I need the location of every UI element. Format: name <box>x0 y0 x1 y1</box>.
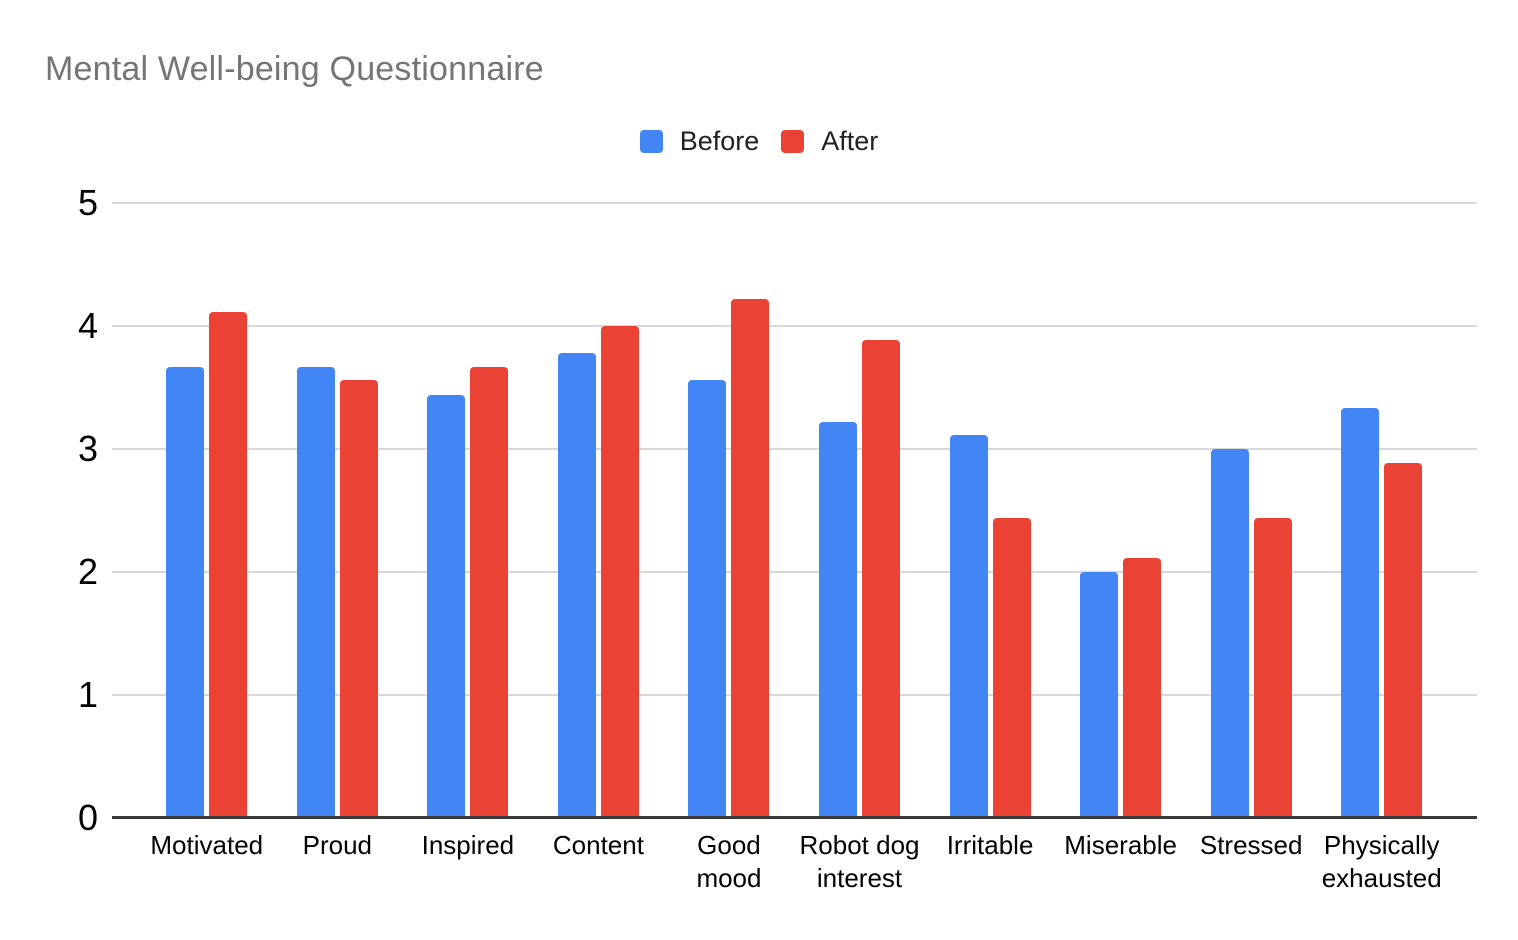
gridline-1 <box>112 694 1477 696</box>
y-tick-label-2: 2 <box>77 551 98 592</box>
y-tick-label-0: 0 <box>77 797 98 838</box>
bar-before-stressed[interactable] <box>1210 449 1249 818</box>
gridline-4 <box>112 325 1477 327</box>
y-tick-label-1: 1 <box>77 674 98 715</box>
bar-before-proud[interactable] <box>296 367 335 818</box>
bar-after-good-mood[interactable] <box>731 299 770 818</box>
x-tick-label-motivated: Motivated <box>150 830 264 860</box>
x-tick-label-physically-exhausted: Physically exhausted <box>1321 830 1442 893</box>
bar-group-content <box>533 326 664 818</box>
chart-title: Mental Well-being Questionnaire <box>45 50 544 88</box>
bar-after-irritable[interactable] <box>992 518 1031 818</box>
bar-before-miserable[interactable] <box>1080 572 1119 818</box>
gridline-2 <box>112 571 1477 573</box>
legend: Before After <box>0 126 1518 157</box>
bar-after-miserable[interactable] <box>1123 558 1162 818</box>
x-tick-label-miserable: Miserable <box>1064 830 1177 860</box>
y-tick-label-3: 3 <box>77 428 98 469</box>
bar-group-irritable <box>925 435 1056 818</box>
bar-after-robot-dog-interest[interactable] <box>862 340 901 818</box>
bar-group-good-mood <box>664 299 795 818</box>
y-tick-label-4: 4 <box>77 305 98 346</box>
bar-group-inspired <box>403 367 534 818</box>
gridline-5 <box>112 202 1477 204</box>
x-axis-baseline <box>112 816 1477 819</box>
bar-group-motivated <box>142 312 273 818</box>
x-tick-label-content: Content <box>552 830 644 860</box>
bar-before-content[interactable] <box>557 353 596 818</box>
bar-before-motivated[interactable] <box>166 367 205 818</box>
bar-group-robot-dog-interest <box>794 340 925 818</box>
x-tick-label-good-mood: Good mood <box>696 830 762 893</box>
before-series-swatch-icon <box>639 130 663 153</box>
x-tick-label-proud: Proud <box>302 830 372 860</box>
after-series-swatch-icon <box>781 130 805 153</box>
x-tick-label-irritable: Irritable <box>946 830 1034 860</box>
gridline-3 <box>112 448 1477 450</box>
bar-group-stressed <box>1186 449 1317 818</box>
bar-group-proud <box>272 367 403 818</box>
x-tick-label-inspired: Inspired <box>421 830 515 860</box>
bar-before-good-mood[interactable] <box>688 380 727 818</box>
y-tick-label-5: 5 <box>77 182 98 223</box>
legend-label-before: Before <box>679 126 760 156</box>
bar-after-stressed[interactable] <box>1253 518 1292 818</box>
bar-group-miserable <box>1055 558 1186 818</box>
bar-after-motivated[interactable] <box>209 312 248 818</box>
bar-after-inspired[interactable] <box>470 367 509 818</box>
legend-item-before: Before <box>639 126 760 157</box>
bar-before-inspired[interactable] <box>427 395 466 818</box>
bar-before-robot-dog-interest[interactable] <box>819 422 858 818</box>
bar-after-physically-exhausted[interactable] <box>1384 463 1423 818</box>
legend-label-after: After <box>821 126 879 156</box>
bar-before-physically-exhausted[interactable] <box>1341 408 1380 818</box>
bar-after-proud[interactable] <box>339 380 378 818</box>
bar-after-content[interactable] <box>600 326 639 818</box>
bar-group-physically-exhausted <box>1316 408 1447 818</box>
x-tick-label-robot-dog-interest: Robot dog interest <box>799 830 920 893</box>
x-tick-label-stressed: Stressed <box>1199 830 1303 860</box>
legend-item-after: After <box>781 126 878 157</box>
plot-area: 0 1 2 3 4 5 Motivated Proud Inspired Content Good … <box>78 183 1477 893</box>
bar-before-irritable[interactable] <box>949 435 988 818</box>
